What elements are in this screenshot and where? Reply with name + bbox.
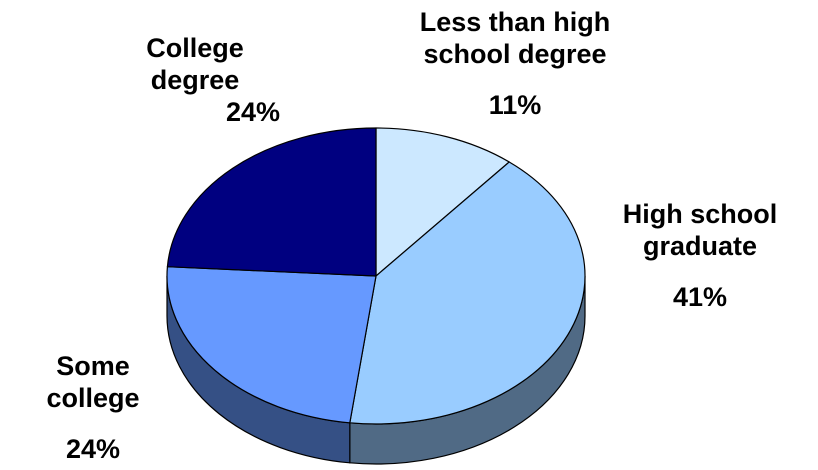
slice-percent: 24% [65,434,121,464]
slice-name: High school graduate [622,199,778,261]
slice-label-some-college: Some college 24% [8,350,178,465]
slice-name: Less than high school degree [419,7,611,69]
slice-label-less-than-high-school: Less than high school degree 11% [370,6,660,121]
slice-label-high-school-graduate: High school graduate 41% [580,198,818,313]
pie-slice-3 [166,127,377,277]
slice-percent: 11% [488,90,542,120]
pie-slice-1 [349,161,586,425]
slice-name: Some college [46,351,140,413]
pie-slice-0 [375,127,510,277]
pie-slice-2 [166,266,377,424]
slice-name: College degree [146,33,244,95]
slice-percent: 24% [225,97,280,127]
pie-top-faces [166,127,586,425]
slice-percent: 41% [672,282,728,312]
slice-label-college-degree: College degree 24% [100,32,290,128]
